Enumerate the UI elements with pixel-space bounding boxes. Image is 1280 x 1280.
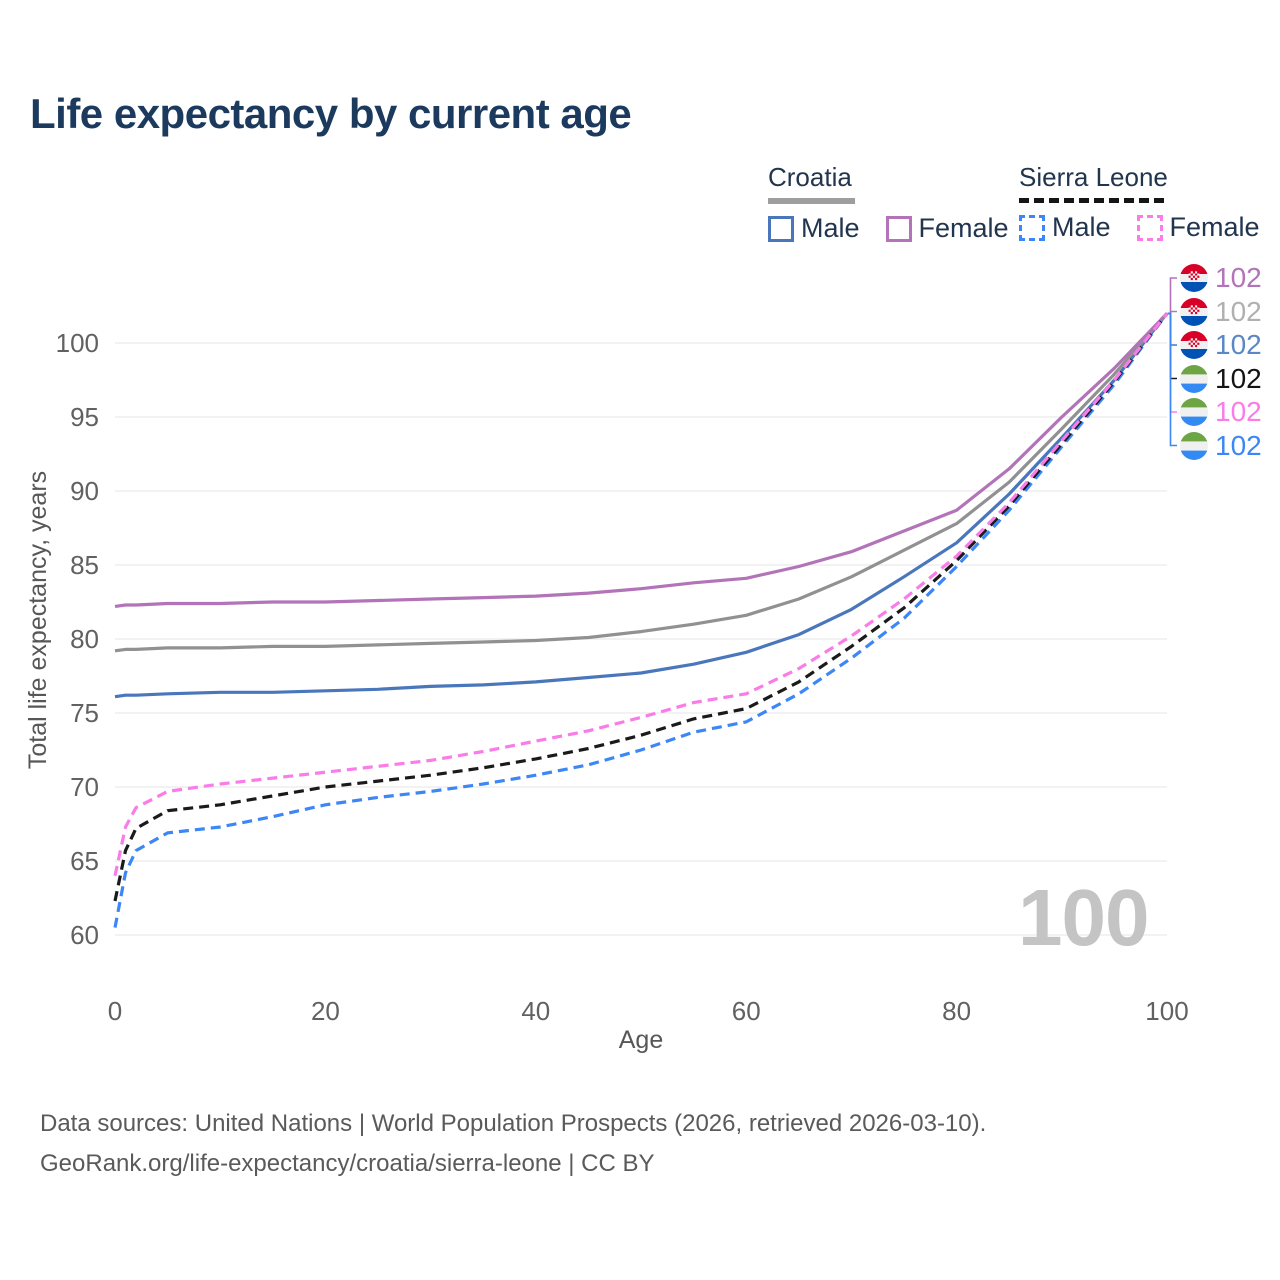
y-axis-tick-labels: 60 65 70 75 80 85 90 95 100 xyxy=(56,328,99,950)
x-axis-title: Age xyxy=(619,1026,663,1054)
croatia-female-swatch-icon xyxy=(885,215,912,242)
legend-group-sierra-leone: Sierra Leone Male Female xyxy=(1019,162,1280,243)
series-end-label-sierraleone-total: 102 xyxy=(1180,362,1262,394)
croatia-flag-icon xyxy=(1180,297,1208,326)
series-line-croatia-male[interactable] xyxy=(114,312,1169,699)
svg-text:95: 95 xyxy=(70,402,99,432)
end-value: 102 xyxy=(1215,295,1262,327)
sierra-leone-flag-icon xyxy=(1180,398,1208,426)
series-end-label-croatia-total: 102 xyxy=(1180,295,1262,327)
legend-group-croatia: Croatia Male Female xyxy=(768,162,1035,244)
svg-text:70: 70 xyxy=(70,772,99,802)
legend-item-sierra-leone-female[interactable]: Female xyxy=(1136,212,1260,243)
svg-text:75: 75 xyxy=(70,698,99,728)
series-end-label-sierraleone-male: 102 xyxy=(1180,429,1262,461)
legend-country-croatia: Croatia xyxy=(768,162,852,192)
x-axis-tick-labels: 0 20 40 60 80 100 xyxy=(108,996,1189,1026)
svg-text:20: 20 xyxy=(311,996,340,1026)
series-end-label-croatia-male: 102 xyxy=(1180,329,1262,360)
series-line-croatia-total[interactable] xyxy=(114,312,1169,653)
legend-item-sierra-leone-male[interactable]: Male xyxy=(1019,212,1111,243)
sierra-leone-flag-icon xyxy=(1180,431,1208,460)
end-value: 102 xyxy=(1215,262,1262,293)
svg-text:100: 100 xyxy=(1145,996,1188,1026)
series-line-sierraleone-male[interactable] xyxy=(113,312,1169,928)
legend-label-sierra-leone-male: Male xyxy=(1052,212,1111,242)
footer-data-sources: Data sources: United Nations | World Pop… xyxy=(40,1110,987,1137)
end-value: 102 xyxy=(1215,329,1262,360)
legend-items-croatia: Male Female xyxy=(768,213,1035,244)
end-value: 102 xyxy=(1215,362,1262,394)
series-end-label-sierraleone-female: 102 xyxy=(1180,396,1262,427)
series-line-sierraleone-female[interactable] xyxy=(113,312,1169,877)
legend-label-sierra-leone-female: Female xyxy=(1169,212,1260,242)
svg-text:80: 80 xyxy=(70,624,99,654)
legend-label-croatia-female: Female xyxy=(918,213,1009,243)
sierra-leone-female-swatch-icon xyxy=(1136,214,1163,241)
svg-text:60: 60 xyxy=(70,920,99,950)
legend-underline-dashed xyxy=(1019,198,1164,203)
legend-label-croatia-male: Male xyxy=(801,213,860,243)
legend-country-sierra-leone: Sierra Leone xyxy=(1019,162,1168,192)
legend-item-croatia-female[interactable]: Female xyxy=(885,213,1009,244)
series-end-label-croatia-female: 102 xyxy=(1180,262,1262,293)
footer-attribution: GeoRank.org/life-expectancy/croatia/sier… xyxy=(40,1150,655,1177)
label-connector-lines xyxy=(1167,277,1177,447)
legend-items-sierra-leone: Male Female xyxy=(1019,212,1280,243)
svg-text:90: 90 xyxy=(70,476,99,506)
sierra-leone-flag-icon xyxy=(1180,364,1208,393)
svg-text:0: 0 xyxy=(108,996,122,1026)
croatia-flag-icon xyxy=(1180,264,1208,292)
end-value: 102 xyxy=(1215,396,1262,427)
chart-title: Life expectancy by current age xyxy=(30,90,632,137)
svg-text:100: 100 xyxy=(56,328,99,358)
gridlines xyxy=(115,342,1167,936)
legend-item-croatia-male[interactable]: Male xyxy=(768,213,860,244)
series-lines xyxy=(113,312,1169,928)
svg-text:60: 60 xyxy=(732,996,761,1026)
svg-text:85: 85 xyxy=(70,550,99,580)
age-watermark: 100 xyxy=(1018,873,1149,962)
svg-text:80: 80 xyxy=(942,996,971,1026)
svg-text:40: 40 xyxy=(521,996,550,1026)
end-value: 102 xyxy=(1215,429,1262,461)
series-line-croatia-female[interactable] xyxy=(114,312,1169,608)
series-line-sierraleone-total[interactable] xyxy=(113,312,1169,902)
croatia-male-swatch-icon xyxy=(768,215,794,242)
y-axis-title: Total life expectancy, years xyxy=(24,471,52,769)
sierra-leone-male-swatch-icon xyxy=(1019,214,1045,241)
croatia-flag-icon xyxy=(1180,331,1208,359)
legend-underline-solid xyxy=(768,198,855,204)
svg-text:65: 65 xyxy=(70,846,99,876)
line-chart[interactable]: 60 65 70 75 80 85 90 95 100 0 20 40 60 80 100 Age Tot… xyxy=(0,0,1280,1080)
